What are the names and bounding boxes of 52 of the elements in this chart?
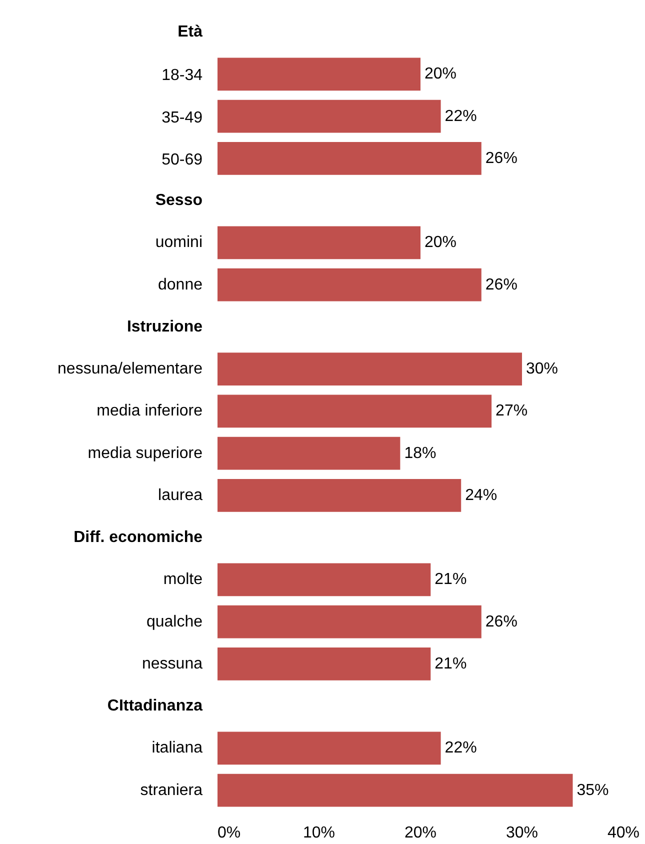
y-tick-label: straniera <box>140 782 203 799</box>
y-tick-label: donne <box>158 276 203 294</box>
y-tick-label: Sesso <box>155 192 203 210</box>
x-tick-label: 10% <box>302 824 336 842</box>
data-label: 21% <box>434 571 467 588</box>
bar <box>218 268 482 302</box>
y-tick-label: Età <box>178 24 203 41</box>
data-label: 30% <box>526 360 558 378</box>
data-label: 27% <box>496 402 528 420</box>
y-tick-label: uomini <box>155 234 203 252</box>
data-label: 22% <box>444 108 477 125</box>
bar <box>218 100 441 133</box>
y-tick-label: italiana <box>152 740 203 757</box>
bar <box>218 352 522 386</box>
y-tick-label: nessuna/elementare <box>58 360 203 378</box>
y-tick-label: 50-69 <box>162 151 203 168</box>
x-tick-label: 0% <box>218 824 241 842</box>
y-tick-label: nessuna <box>142 655 203 672</box>
bar <box>218 142 482 175</box>
data-label: 22% <box>444 740 477 757</box>
data-label: 20% <box>424 234 457 252</box>
data-label: 26% <box>485 276 518 294</box>
x-tick-label: 20% <box>404 824 437 842</box>
bar <box>218 774 573 807</box>
data-label: 18% <box>404 444 436 462</box>
bar <box>218 58 420 91</box>
y-tick-label: molte <box>163 571 203 588</box>
y-tick-label: qualche <box>146 613 203 630</box>
data-label: 20% <box>424 66 457 83</box>
x-tick-label: 30% <box>506 824 538 842</box>
y-tick-label: media inferiore <box>96 402 203 420</box>
bar <box>218 394 492 428</box>
y-tick-label: 35-49 <box>162 109 203 126</box>
y-tick-label: CIttadinanza <box>107 698 203 715</box>
bar <box>218 648 431 680</box>
y-tick-label: media superiore <box>88 444 203 462</box>
data-label: 26% <box>485 150 518 167</box>
bar <box>218 436 400 470</box>
bar <box>218 732 441 765</box>
bar <box>218 479 462 512</box>
data-label: 21% <box>434 655 467 672</box>
data-label: 26% <box>485 613 518 630</box>
x-tick-label: 40% <box>607 824 640 842</box>
y-tick-label: Istruzione <box>126 318 203 336</box>
bar <box>218 226 420 260</box>
y-tick-label: 18-34 <box>162 67 203 84</box>
data-label: 24% <box>465 486 498 504</box>
data-label: 35% <box>576 782 609 799</box>
y-tick-label: Diff. economiche <box>74 529 203 546</box>
y-tick-label: laurea <box>158 486 203 504</box>
bar <box>218 605 482 638</box>
bar <box>218 563 431 596</box>
